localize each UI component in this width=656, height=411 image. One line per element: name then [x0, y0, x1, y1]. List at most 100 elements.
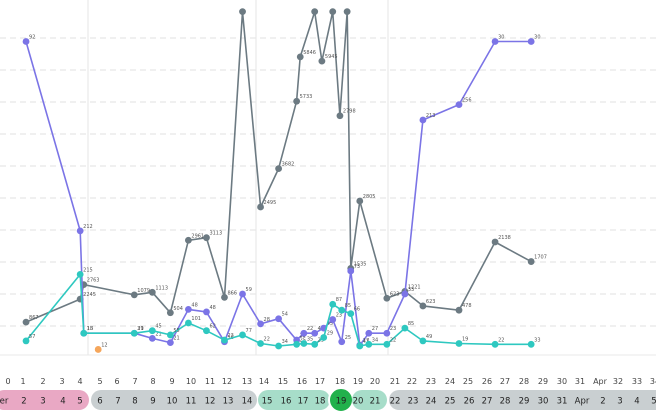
date-label-5-14[interactable]: 5: [651, 397, 656, 407]
date-label-1-3[interactable]: 9: [150, 397, 155, 407]
date-label-1-8[interactable]: 14: [242, 397, 253, 407]
data-point-1-16: [329, 316, 337, 323]
x-tick-27: 27: [500, 377, 510, 386]
data-label-1-21: 23: [390, 326, 396, 332]
data-label-0-5: 504: [173, 306, 183, 312]
data-point-1-26: [527, 38, 535, 45]
date-label-5-8[interactable]: 30: [538, 397, 549, 407]
date-band-bg-1[interactable]: [91, 390, 257, 410]
date-band-bg-4[interactable]: [352, 390, 387, 410]
data-point-0-11: [275, 165, 282, 173]
date-label-0-3[interactable]: 4: [60, 397, 65, 407]
date-label-0-0[interactable]: er: [0, 397, 9, 407]
date-label-5-13[interactable]: 4: [634, 397, 639, 407]
x-tick-20: 20: [370, 377, 380, 386]
x-tick-10: 10: [186, 377, 196, 386]
date-label-1-5[interactable]: 11: [186, 397, 197, 407]
date-label-5-5[interactable]: 27: [482, 397, 493, 407]
data-label-2-3: 39: [137, 326, 143, 332]
data-label-2-25: 22: [498, 337, 504, 343]
date-label-2-0[interactable]: 15: [262, 397, 273, 407]
data-label-0-21: 623: [390, 291, 400, 297]
x-tick-2: 2: [40, 377, 45, 386]
data-point-0-5: [166, 309, 174, 317]
date-label-5-4[interactable]: 26: [464, 397, 475, 407]
series-3: 12: [94, 342, 108, 353]
date-label-5-0[interactable]: 22: [390, 397, 401, 407]
data-point-2-6: [185, 319, 192, 327]
x-tick-9: 9: [169, 377, 174, 386]
data-label-2-14: 23: [318, 337, 324, 343]
date-band-3: 19: [328, 387, 354, 411]
date-label-3-0[interactable]: 19: [336, 397, 347, 407]
date-label-4-1[interactable]: 21: [370, 397, 381, 407]
data-label-0-22: 1221: [408, 284, 421, 290]
data-label-2-0: 57: [29, 334, 35, 340]
x-tick-11: 11: [205, 377, 215, 386]
date-band-bg-5[interactable]: [389, 390, 656, 410]
data-point-2-13: [300, 340, 308, 347]
data-label-0-20: 2805: [363, 194, 376, 200]
x-tick-8: 8: [150, 377, 155, 386]
data-point-1-20: [365, 329, 373, 337]
data-point-2-14: [311, 340, 319, 348]
date-band-bg-0[interactable]: [0, 390, 89, 410]
data-label-0-17: 2798: [343, 109, 356, 115]
date-label-5-2[interactable]: 24: [426, 397, 437, 407]
date-label-5-1[interactable]: 23: [408, 397, 419, 407]
data-label-2-23: 49: [426, 334, 432, 340]
x-tick-6: 6: [114, 377, 119, 386]
date-label-1-1[interactable]: 7: [115, 397, 120, 407]
data-point-2-17: [338, 306, 346, 314]
date-label-2-3[interactable]: 18: [315, 397, 326, 407]
date-label-1-0[interactable]: 6: [97, 397, 102, 407]
date-band-strip: er 2 3 4 5 6 7 8 9 10 11 12 13 14 15 16 17 18 19 20 21 22 23 24…: [0, 387, 656, 411]
x-tick-21: 21: [390, 377, 400, 386]
data-point-2-21: [383, 340, 391, 348]
date-label-1-2[interactable]: 8: [132, 397, 137, 407]
data-label-1-3: 21: [137, 326, 143, 332]
data-label-2-11: 34: [282, 339, 288, 345]
data-point-2-18: [347, 310, 355, 318]
date-label-5-10[interactable]: Apr: [575, 397, 590, 407]
data-label-0-12: 5733: [300, 94, 313, 100]
date-band-bg-2[interactable]: [258, 390, 330, 410]
date-label-5-6[interactable]: 28: [500, 397, 511, 407]
date-label-5-12[interactable]: 3: [617, 397, 622, 407]
data-point-0-24: [455, 306, 463, 314]
x-tick-32: Apr: [593, 377, 608, 386]
data-point-2-5: [166, 331, 174, 339]
x-tick-0: 0: [5, 377, 10, 386]
date-label-0-2[interactable]: 3: [40, 397, 45, 407]
date-label-4-0[interactable]: 20: [353, 397, 364, 407]
data-point-0-7: [203, 234, 210, 242]
data-label-2-10: 22: [264, 336, 270, 342]
data-label-1-18: 73: [354, 264, 360, 270]
data-label-0-13: 5846: [303, 50, 316, 56]
x-tick-25: 25: [463, 377, 473, 386]
date-label-0-4[interactable]: 5: [77, 397, 82, 407]
date-label-2-2[interactable]: 17: [298, 397, 309, 407]
date-label-1-7[interactable]: 13: [223, 397, 234, 407]
date-label-5-3[interactable]: 25: [445, 397, 456, 407]
data-label-2-21: 22: [390, 337, 396, 343]
date-label-0-1[interactable]: 2: [21, 397, 26, 407]
data-point-0-12: [293, 97, 301, 105]
data-point-2-16: [329, 300, 337, 308]
data-label-1-26: 30: [534, 35, 540, 41]
data-label-2-20: 34: [372, 337, 378, 343]
data-label-0-4: 1113: [155, 285, 168, 291]
data-label-0-1: 2245: [83, 292, 96, 298]
date-label-2-1[interactable]: 16: [281, 397, 292, 407]
date-label-1-4[interactable]: 10: [167, 397, 178, 407]
data-point-1-10: [257, 320, 264, 328]
date-label-5-11[interactable]: 2: [600, 397, 605, 407]
date-label-1-6[interactable]: 12: [205, 397, 216, 407]
data-point-1-11: [275, 315, 282, 323]
date-label-5-7[interactable]: 29: [519, 397, 530, 407]
date-label-5-9[interactable]: 31: [557, 397, 568, 407]
x-tick-13: 13: [242, 377, 252, 386]
date-band-2: 15 16 17 18: [258, 390, 330, 410]
date-band-0: er 2 3 4 5: [0, 390, 89, 410]
